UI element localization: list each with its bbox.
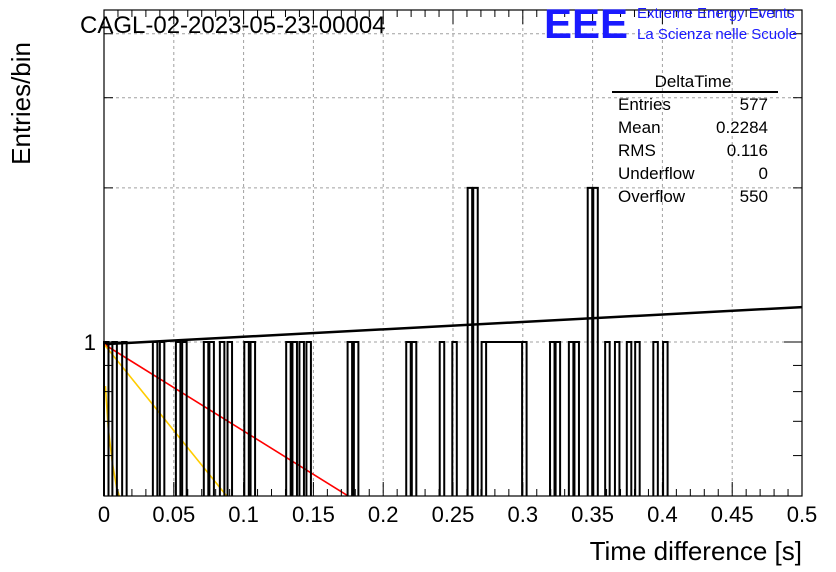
- x-axis-label: Time difference [s]: [590, 536, 802, 566]
- histogram-bar: [352, 341, 360, 496]
- eee-logo-line1: Extreme Energy Events: [637, 5, 795, 22]
- histogram-bar: [151, 341, 159, 496]
- x-tick-label: 0: [98, 502, 110, 527]
- histogram-bar: [249, 341, 257, 496]
- x-tick-label: 0.25: [432, 502, 475, 527]
- x-tick-label: 0.15: [292, 502, 335, 527]
- histogram-bar: [625, 341, 633, 496]
- histogram-bar: [243, 341, 250, 496]
- histogram-bar: [181, 341, 188, 496]
- eee-logo-mark: EEE: [544, 0, 628, 47]
- stats-label: Mean: [618, 118, 661, 137]
- histogram-bar: [652, 341, 659, 496]
- stats-label: Overflow: [618, 187, 686, 206]
- histogram-bars: [103, 186, 669, 496]
- y-axis-label: Entries/bin: [6, 42, 36, 165]
- histogram-bar: [410, 341, 418, 496]
- stats-label: RMS: [618, 141, 656, 160]
- histogram-bar: [480, 341, 488, 496]
- stats-value: 0.2284: [716, 118, 768, 137]
- histogram-bar: [285, 341, 292, 496]
- histogram-bar: [451, 341, 458, 496]
- histogram-bar: [218, 341, 226, 496]
- black-fit: [103, 305, 803, 346]
- x-tick-label: 0.4: [647, 502, 678, 527]
- histogram-bar: [291, 341, 298, 496]
- histogram-bar: [472, 186, 479, 496]
- eee-logo: EEE Extreme Energy Events La Scienza nel…: [544, 0, 797, 47]
- stats-value: 0.116: [727, 141, 768, 160]
- histogram-bar: [305, 341, 312, 496]
- histogram-bar: [466, 186, 474, 496]
- chart-title: CAGL-02-2023-05-23-00004: [80, 12, 386, 39]
- stats-label: Underflow: [618, 164, 695, 183]
- histogram-bar: [554, 341, 562, 496]
- histogram-bar: [521, 341, 528, 496]
- stats-value: 577: [740, 95, 768, 114]
- histogram-bar: [634, 341, 641, 496]
- histogram-bar: [202, 341, 210, 496]
- x-tick-label: 0.3: [508, 502, 539, 527]
- histogram-bar: [613, 341, 621, 496]
- histogram-bar: [662, 341, 669, 496]
- stats-title: DeltaTime: [655, 72, 732, 91]
- axes: 0 0.05 0.1 0.15 0.2 0.25 0.3 0.35 0.4 0.45 0.5 1: [84, 9, 818, 527]
- x-tick-label: 0.05: [152, 502, 195, 527]
- histogram-bar: [438, 341, 446, 496]
- histogram-bar: [604, 341, 611, 496]
- x-tick-label: 0.35: [571, 502, 614, 527]
- x-tick-label: 0.2: [368, 502, 399, 527]
- histogram-bar: [405, 341, 412, 496]
- stats-value: 550: [740, 187, 768, 206]
- stats-value: 0: [759, 164, 768, 183]
- histogram-bar: [121, 341, 128, 496]
- x-tick-label: 0.5: [787, 502, 818, 527]
- histogram-bar: [158, 341, 166, 496]
- histogram-bar: [226, 341, 234, 496]
- x-tick-label: 0.1: [228, 502, 259, 527]
- y-tick-label: 1: [84, 330, 96, 355]
- stats-box: DeltaTime Entries 577 Mean 0.2284 RMS 0.…: [612, 72, 778, 206]
- stats-label: Entries: [618, 95, 671, 114]
- histogram-bar: [592, 186, 599, 496]
- orange-fit: [103, 343, 228, 497]
- histogram-bar: [549, 341, 556, 496]
- histogram-bar: [586, 186, 594, 496]
- histogram-bar: [346, 341, 354, 496]
- eee-logo-line2: La Scienza nelle Scuole: [637, 26, 797, 43]
- histogram-bar: [174, 341, 182, 496]
- histogram-bar: [298, 341, 305, 496]
- histogram-bar: [573, 341, 580, 496]
- x-tick-label: 0.45: [711, 502, 754, 527]
- red-fit: [103, 343, 349, 497]
- histogram-bar: [208, 341, 215, 496]
- histogram-bar: [567, 341, 575, 496]
